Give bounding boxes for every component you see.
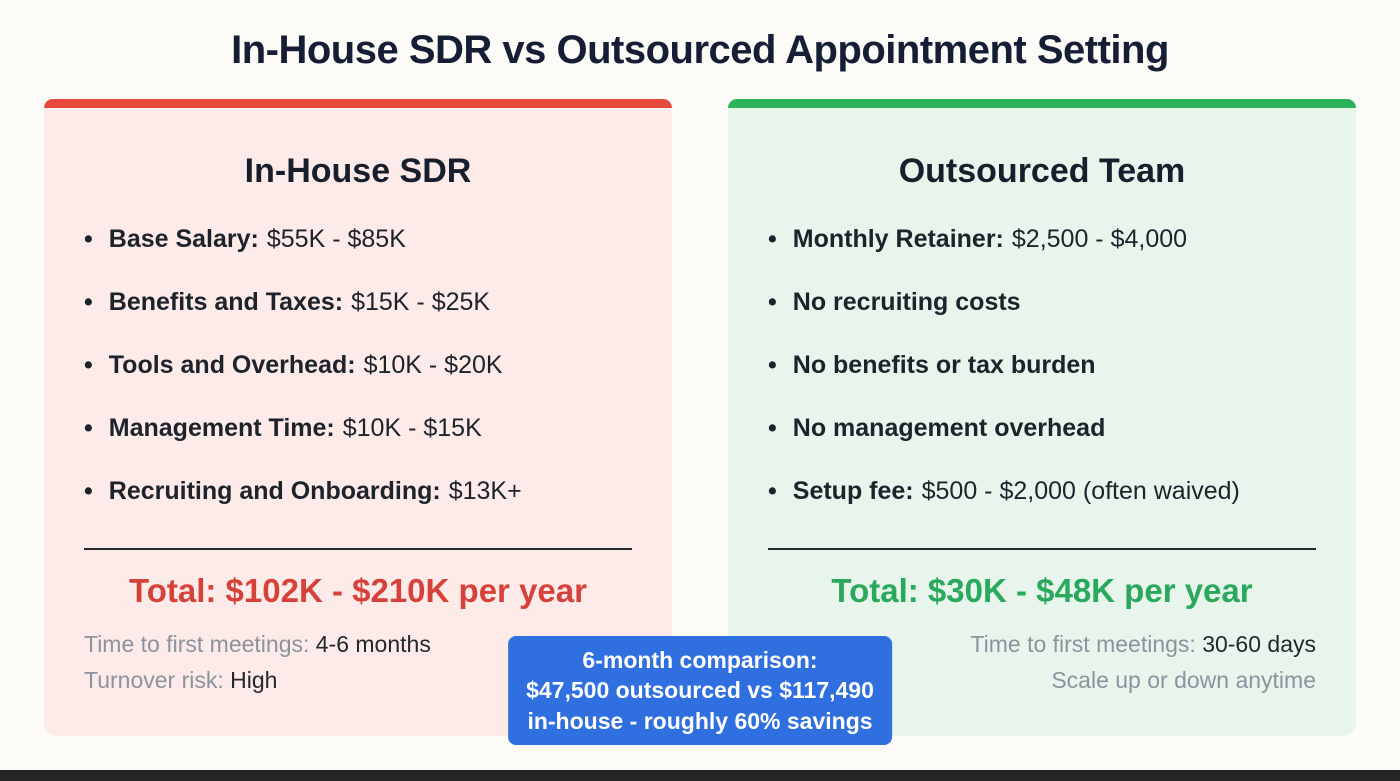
outsourced-total: Total: $30K - $48K per year (831, 572, 1253, 609)
red-accent-bar (44, 99, 672, 108)
bullet-value: $2,500 - $4,000 (1011, 225, 1188, 253)
footer-label: Scale up or down anytime (1051, 667, 1316, 694)
bullet-icon: • (768, 414, 777, 442)
in-house-footer: Time to first meetings: 4-6 months Turno… (84, 626, 632, 699)
divider (84, 548, 632, 550)
outsourced-footer: Time to first meetings: 30-60 days Scale… (768, 626, 1316, 699)
card-body: Outsourced Team • Monthly Retainer: $2,5… (728, 108, 1356, 699)
green-accent-bar (728, 99, 1356, 108)
bullet-label: Benefits and Taxes: (108, 288, 344, 316)
footer-label: Time to first meetings: (970, 631, 1203, 657)
in-house-bullet-list: • Base Salary: $55K - $85K • Benefits an… (84, 225, 632, 506)
footer-value: High (230, 667, 278, 694)
bullet-value: $55K - $85K (266, 225, 406, 253)
bullet-label: No management overhead (792, 414, 1106, 442)
bullet-icon: • (84, 414, 93, 442)
card-body: In-House SDR • Base Salary: $55K - $85K … (44, 108, 672, 699)
card-in-house-sdr: In-House SDR • Base Salary: $55K - $85K … (44, 99, 672, 736)
list-item: • No management overhead (768, 414, 1316, 443)
bullet-label: Tools and Overhead: (108, 351, 356, 379)
bullet-label: Base Salary: (108, 225, 259, 253)
list-item: • Tools and Overhead: $10K - $20K (84, 351, 632, 380)
footer-line: Time to first meetings: 30-60 days (768, 626, 1316, 662)
footer-label: Time to first meetings: (84, 631, 316, 657)
bullet-label: Setup fee: (792, 477, 914, 505)
card-title-in-house: In-House SDR (244, 152, 472, 190)
bullet-icon: • (84, 288, 93, 316)
list-item: • Benefits and Taxes: $15K - $25K (84, 288, 632, 317)
footer-line: Time to first meetings: 4-6 months (84, 626, 632, 662)
footer-label: Turnover risk: (84, 667, 231, 694)
outsourced-bullet-list: • Monthly Retainer: $2,500 - $4,000 • No… (768, 225, 1316, 506)
in-house-total: Total: $102K - $210K per year (129, 572, 587, 609)
list-item: • No recruiting costs (768, 288, 1316, 317)
comparison-cards: In-House SDR • Base Salary: $55K - $85K … (0, 99, 1400, 736)
footer-value: 4-6 months (315, 631, 431, 657)
bullet-value: $10K - $20K (363, 351, 503, 379)
bullet-icon: • (84, 225, 93, 253)
card-outsourced-team: Outsourced Team • Monthly Retainer: $2,5… (728, 99, 1356, 736)
badge-line: in-house - roughly 60% savings (527, 707, 873, 734)
bullet-icon: • (768, 477, 777, 505)
bullet-label: Monthly Retainer: (792, 225, 1004, 253)
list-item: • Setup fee: $500 - $2,000 (often waived… (768, 477, 1316, 506)
bullet-value: $13K+ (448, 477, 522, 505)
bullet-icon: • (768, 225, 777, 253)
bullet-value: $10K - $15K (342, 414, 482, 442)
list-item: • No benefits or tax burden (768, 351, 1316, 380)
list-item: • Management Time: $10K - $15K (84, 414, 632, 443)
bullet-label: No benefits or tax burden (792, 351, 1096, 379)
footer-value: 30-60 days (1202, 631, 1316, 657)
bullet-icon: • (768, 288, 777, 316)
bullet-value: $15K - $25K (351, 288, 491, 316)
bullet-icon: • (84, 351, 93, 379)
bullet-icon: • (84, 477, 93, 505)
badge-line: $47,500 outsourced vs $117,490 (526, 677, 874, 704)
page-title: In-House SDR vs Outsourced Appointment S… (231, 28, 1169, 72)
divider (768, 548, 1316, 550)
badge-line: 6-month comparison: (582, 646, 818, 673)
list-item: • Monthly Retainer: $2,500 - $4,000 (768, 225, 1316, 254)
bullet-label: Recruiting and Onboarding: (108, 477, 441, 505)
card-title-outsourced: Outsourced Team (898, 152, 1186, 190)
bottom-edge-bar (0, 770, 1400, 781)
bullet-icon: • (768, 351, 777, 379)
footer-line: Scale up or down anytime (768, 662, 1316, 698)
comparison-badge: 6-month comparison: $47,500 outsourced v… (508, 635, 892, 745)
bullet-label: Management Time: (108, 414, 335, 442)
footer-line: Turnover risk: High (84, 662, 632, 698)
bullet-label: No recruiting costs (792, 288, 1021, 316)
list-item: • Recruiting and Onboarding: $13K+ (84, 477, 632, 506)
bullet-value: $500 - $2,000 (often waived) (921, 477, 1240, 505)
list-item: • Base Salary: $55K - $85K (84, 225, 632, 254)
